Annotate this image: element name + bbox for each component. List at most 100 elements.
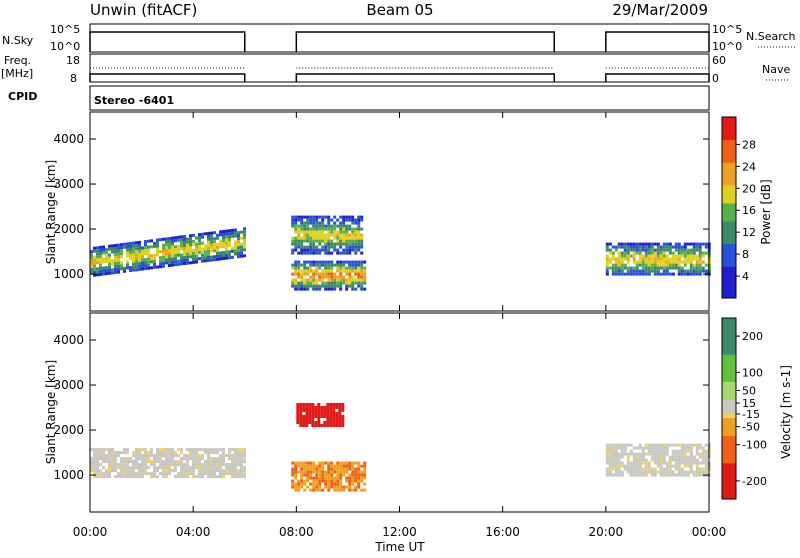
time-tick-label: 20:00 bbox=[589, 525, 624, 539]
colorbar-swatch bbox=[722, 202, 736, 208]
cpid-value: Stereo -6401 bbox=[94, 94, 174, 107]
colorbar-tick-label: -100 bbox=[742, 439, 767, 452]
freq-tick-bottom: 8 bbox=[70, 72, 77, 85]
colorbar-swatch bbox=[722, 275, 736, 281]
colorbar-swatch bbox=[722, 234, 736, 240]
y-tick-label: 3000 bbox=[53, 177, 84, 191]
colorbar-swatch bbox=[722, 221, 736, 227]
nsky-segment bbox=[295, 31, 555, 52]
colorbar-swatch bbox=[722, 363, 736, 369]
beam-title: Beam 05 bbox=[366, 1, 433, 19]
colorbar-swatch bbox=[722, 354, 736, 360]
freq-segment bbox=[605, 73, 710, 82]
colorbar-tick-label: -50 bbox=[742, 421, 760, 434]
colorbar-swatch bbox=[722, 480, 736, 486]
echo-band bbox=[90, 448, 246, 479]
colorbar-swatch bbox=[722, 212, 736, 218]
y-tick-label: 2000 bbox=[53, 423, 84, 437]
colorbar-swatch bbox=[722, 340, 736, 346]
colorbar-swatch bbox=[722, 440, 736, 446]
colorbar-swatch bbox=[722, 121, 736, 127]
colorbar-swatch bbox=[722, 207, 736, 213]
colorbar-swatch bbox=[722, 403, 736, 410]
colorbar-swatch bbox=[722, 435, 736, 441]
colorbar-swatch bbox=[722, 198, 736, 204]
colorbar-tick-label: 28 bbox=[742, 138, 756, 151]
time-axis: 00:00 04:00 08:00 12:00 16:00 20:00 00:00 bbox=[73, 112, 727, 539]
colorbar-swatch bbox=[722, 467, 736, 473]
power-panel: 1000 2000 3000 4000 Slant Range [km] 4 8 12 16… bbox=[44, 111, 773, 312]
echo-band bbox=[291, 461, 367, 492]
echo-band bbox=[90, 227, 246, 277]
time-tick-label: 04:00 bbox=[176, 525, 211, 539]
colorbar-swatch bbox=[722, 408, 736, 414]
colorbar-swatch bbox=[722, 494, 736, 500]
colorbar-swatch bbox=[722, 476, 736, 482]
nsky-label: N.Sky bbox=[2, 34, 34, 47]
colorbar-swatch bbox=[722, 426, 736, 432]
colorbar-swatch bbox=[722, 261, 736, 267]
nave-tick-bottom: 0 bbox=[712, 72, 719, 85]
colorbar-swatch bbox=[722, 126, 736, 132]
velocity-y-label: Slant Range [km] bbox=[44, 360, 58, 464]
time-tick-label: 00:00 bbox=[73, 525, 108, 539]
freq-tick-top: 18 bbox=[66, 54, 80, 67]
echo-band bbox=[291, 260, 367, 291]
colorbar-tick-label: 16 bbox=[742, 204, 756, 217]
colorbar-swatch bbox=[722, 444, 736, 450]
colorbar-swatch bbox=[722, 422, 736, 428]
colorbar-swatch bbox=[722, 331, 736, 337]
freq-panel: Freq. [MHz] 18 8 60 0 Nave bbox=[1, 53, 790, 85]
colorbar-swatch bbox=[722, 367, 736, 373]
colorbar-tick-label: 50 bbox=[742, 384, 756, 397]
echo-band bbox=[605, 443, 711, 477]
power-y-label: Slant Range [km] bbox=[44, 160, 58, 264]
colorbar-swatch bbox=[722, 288, 736, 294]
colorbar-swatch bbox=[722, 252, 736, 258]
colorbar-swatch bbox=[722, 394, 736, 400]
nsky-panel: N.Sky 10^5 10^0 10^5 10^0 N.Search bbox=[2, 23, 796, 53]
colorbar-swatch bbox=[722, 376, 736, 382]
cpid-label: CPID bbox=[8, 90, 37, 103]
y-tick-label: 4000 bbox=[53, 333, 84, 347]
y-tick-label: 1000 bbox=[53, 267, 84, 281]
nave-label: Nave bbox=[762, 63, 790, 76]
colorbar-swatch bbox=[722, 243, 736, 249]
colorbar-swatch bbox=[722, 284, 736, 290]
colorbar-swatch bbox=[722, 458, 736, 464]
nsky-tick-bottom: 10^0 bbox=[50, 40, 80, 53]
colorbar-swatch bbox=[722, 399, 736, 405]
colorbar-tick-label: 20 bbox=[742, 182, 756, 195]
colorbar-tick-label: 12 bbox=[742, 226, 756, 239]
freq-trace bbox=[89, 67, 710, 82]
time-tick-label: 16:00 bbox=[485, 525, 520, 539]
colorbar-swatch bbox=[722, 216, 736, 222]
station-title: Unwin (fitACF) bbox=[90, 1, 197, 19]
velocity-panel: 1000 2000 3000 4000 Slant Range [km] -200 -1… bbox=[44, 312, 793, 513]
time-axis-label: Time UT bbox=[374, 540, 425, 554]
colorbar-swatch bbox=[722, 225, 736, 231]
colorbar-swatch bbox=[722, 385, 736, 391]
colorbar-swatch bbox=[722, 449, 736, 455]
y-tick-label: 1000 bbox=[53, 468, 84, 482]
nsky-trace bbox=[89, 31, 710, 52]
colorbar-tick-label: 15 bbox=[742, 397, 756, 410]
colorbar-swatch bbox=[722, 381, 736, 387]
time-tick-label: 00:00 bbox=[692, 525, 727, 539]
colorbar-swatch bbox=[722, 462, 736, 468]
freq-segment bbox=[295, 73, 555, 82]
y-tick-label: 2000 bbox=[53, 222, 84, 236]
colorbar-swatch bbox=[722, 431, 736, 437]
colorbar-swatch bbox=[722, 372, 736, 378]
nsky-segment bbox=[89, 31, 246, 52]
colorbar-swatch bbox=[722, 345, 736, 351]
velocity-echoes bbox=[90, 403, 711, 492]
time-tick-label: 12:00 bbox=[382, 525, 417, 539]
power-colorbar-label: Power [dB] bbox=[759, 179, 773, 244]
y-tick-label: 3000 bbox=[53, 378, 84, 392]
power-colorbar: 4 8 12 16 20 24 28 bbox=[721, 116, 756, 299]
colorbar-swatch bbox=[722, 189, 736, 195]
colorbar-swatch bbox=[722, 489, 736, 495]
